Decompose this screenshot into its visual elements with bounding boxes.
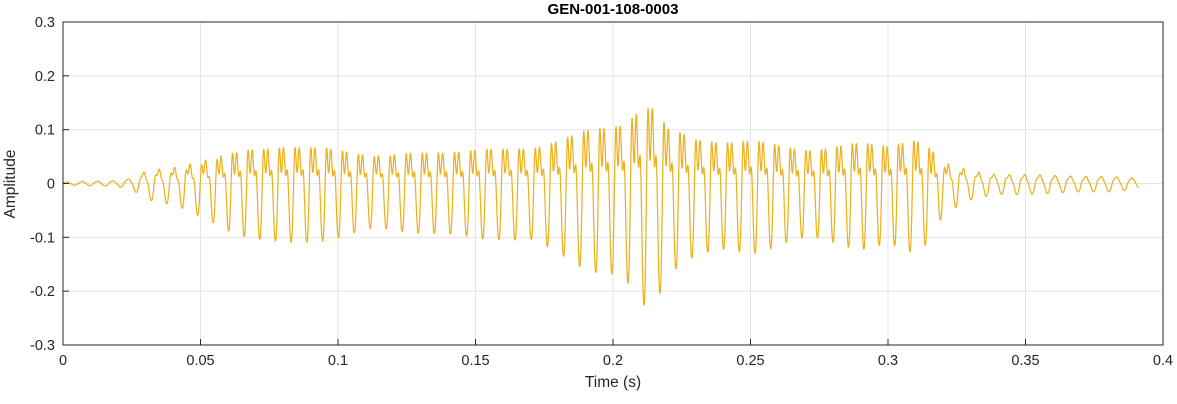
waveform-line	[62, 107, 1139, 306]
y-tick-label: 0.3	[35, 15, 55, 31]
y-tick-label: -0.3	[30, 338, 55, 354]
y-tick-label: 0.2	[35, 69, 55, 85]
y-tick-label: -0.2	[30, 284, 55, 300]
chart-title: GEN-001-108-0003	[547, 1, 679, 18]
x-tick-label: 0.05	[186, 353, 214, 369]
x-tick-label: 0.3	[878, 353, 898, 369]
x-tick-label: 0.25	[736, 353, 764, 369]
x-tick-label: 0.35	[1011, 353, 1039, 369]
x-axis-label: Time (s)	[584, 374, 642, 391]
x-tick-label: 0.4	[1153, 353, 1173, 369]
x-tick-label: 0.2	[603, 353, 623, 369]
y-tick-label: 0	[47, 177, 55, 193]
x-tick-label: 0	[59, 353, 67, 369]
x-tick-label: 0.1	[328, 353, 348, 369]
y-tick-label: 0.1	[35, 123, 55, 139]
y-tick-label: -0.1	[30, 230, 55, 246]
y-axis-label: Amplitude	[2, 149, 19, 219]
x-tick-label: 0.15	[461, 353, 489, 369]
